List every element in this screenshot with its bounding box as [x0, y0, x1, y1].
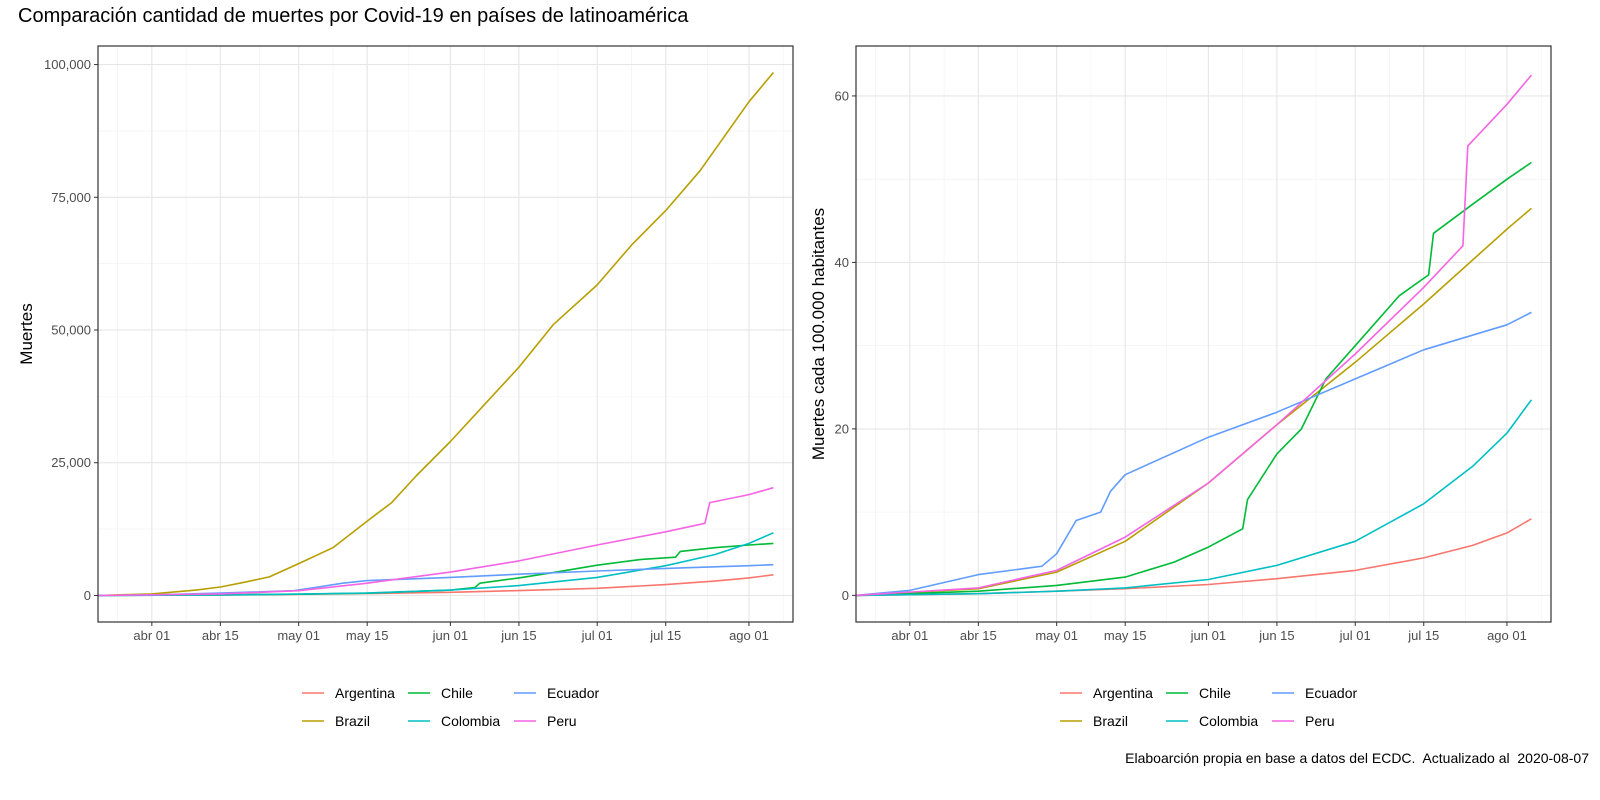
y-axis-title: Muertes: [17, 303, 36, 364]
series-line-chile: [855, 161, 1532, 597]
plot-area: [98, 46, 793, 622]
x-tick-label: jul 15: [649, 628, 681, 643]
y-tick-label: 75,000: [51, 190, 91, 205]
series-line-ecuador: [855, 311, 1532, 597]
series-line-colombia: [97, 532, 774, 597]
legend-label: Ecuador: [547, 685, 599, 701]
legend-item-colombia: Colombia: [1166, 713, 1258, 729]
y-tick-label: 20: [835, 421, 849, 436]
legend-label: Argentina: [335, 685, 395, 701]
legend-item-peru: Peru: [514, 713, 577, 729]
legend-label: Brazil: [335, 713, 370, 729]
x-tick-label: ago 01: [1487, 628, 1527, 643]
legend: Argentina Chile Ecuador Brazil Colombia Peru: [1060, 685, 1357, 729]
chart-title: Comparación cantidad de muertes por Covi…: [18, 5, 689, 27]
x-tick-label: ago 01: [729, 628, 769, 643]
y-axis-title: Muertes cada 100.000 habitantes: [809, 208, 828, 460]
y-tick-label: 60: [835, 88, 849, 103]
series-line-colombia: [855, 399, 1533, 597]
legend-item-chile: Chile: [408, 685, 473, 701]
x-tick-label: jun 01: [1190, 628, 1226, 643]
x-tick-label: abr 15: [202, 628, 239, 643]
x-tick-label: may 01: [277, 628, 320, 643]
x-tick-label: jul 01: [1339, 628, 1371, 643]
legend-label: Chile: [441, 685, 473, 701]
source-caption: Elaboarción propia en base a datos del E…: [1125, 750, 1589, 766]
series-line-peru: [97, 486, 774, 597]
x-tick-label: abr 01: [891, 628, 928, 643]
legend-label: Colombia: [1199, 713, 1258, 729]
legend-label: Ecuador: [1305, 685, 1357, 701]
x-tick-label: abr 15: [960, 628, 997, 643]
legend-label: Colombia: [441, 713, 500, 729]
series-line-brazil: [97, 71, 775, 597]
panel-border: [97, 45, 794, 623]
x-tick-label: may 15: [346, 628, 389, 643]
x-tick-label: jun 01: [432, 628, 468, 643]
legend-item-chile: Chile: [1166, 685, 1231, 701]
legend-label: Chile: [1199, 685, 1231, 701]
series-line-peru: [855, 74, 1533, 597]
y-tick-label: 100,000: [44, 57, 91, 72]
y-tick-label: 50,000: [51, 323, 91, 338]
legend-item-ecuador: Ecuador: [1272, 685, 1357, 701]
y-tick-label: 0: [84, 588, 91, 603]
legend-item-argentina: Argentina: [1060, 685, 1153, 701]
x-tick-label: abr 01: [133, 628, 170, 643]
x-tick-label: may 01: [1035, 628, 1078, 643]
legend-item-argentina: Argentina: [302, 685, 395, 701]
legend: Argentina Chile Ecuador Brazil Colombia Peru: [302, 685, 599, 729]
legend-label: Argentina: [1093, 685, 1153, 701]
x-tick-label: jul 15: [1407, 628, 1439, 643]
legend-item-ecuador: Ecuador: [514, 685, 599, 701]
legend-label: Peru: [1305, 713, 1335, 729]
y-tick-label: 40: [835, 255, 849, 270]
panel-2: abr 01 abr 15 may 01 may 15 jun 01 jun 15 jul …: [809, 45, 1552, 729]
legend-item-brazil: Brazil: [1060, 713, 1128, 729]
plot-area: [856, 46, 1551, 622]
legend-item-brazil: Brazil: [302, 713, 370, 729]
panel-border: [855, 45, 1552, 623]
legend-item-colombia: Colombia: [408, 713, 500, 729]
legend-item-peru: Peru: [1272, 713, 1335, 729]
x-tick-label: jun 15: [500, 628, 536, 643]
y-tick-label: 0: [842, 588, 849, 603]
legend-label: Peru: [547, 713, 577, 729]
panel-1: abr 01 abr 15 may 01 may 15 jun 01 jun 15 jul …: [17, 45, 794, 729]
legend-label: Brazil: [1093, 713, 1128, 729]
x-tick-label: jul 01: [581, 628, 613, 643]
x-tick-label: jun 15: [1258, 628, 1294, 643]
x-tick-label: may 15: [1104, 628, 1147, 643]
y-tick-label: 25,000: [51, 455, 91, 470]
